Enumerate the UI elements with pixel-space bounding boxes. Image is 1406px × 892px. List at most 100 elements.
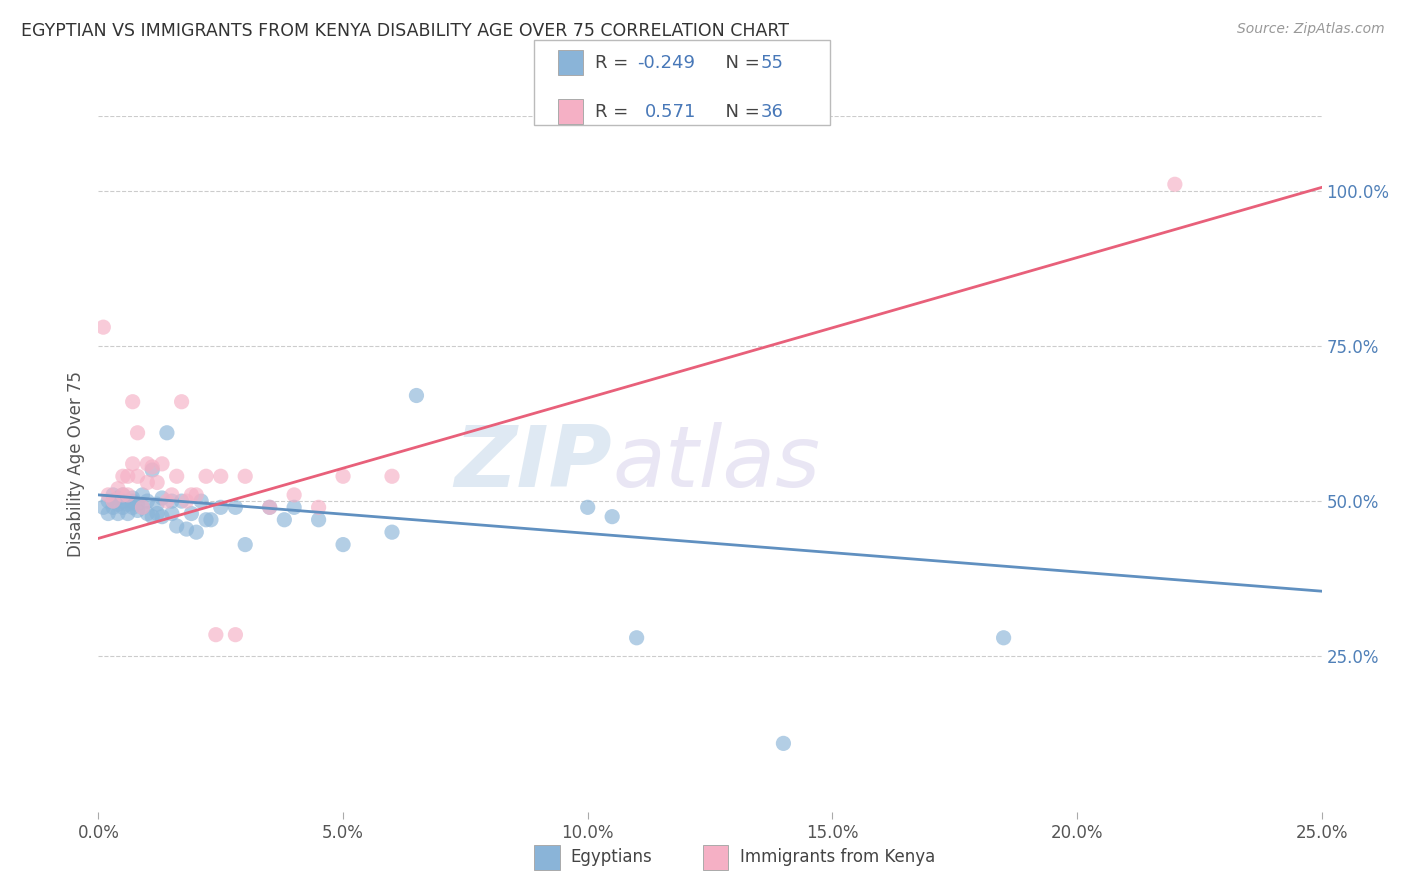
Point (111, 469, 134, 483)
Point (176, 494, 198, 508)
Point (224, 628, 246, 642)
Text: 55: 55 (761, 54, 783, 71)
Point (233, 469, 256, 483)
Point (121, 457, 143, 471)
Point (259, 500, 281, 515)
Point (200, 513, 222, 527)
Point (209, 500, 232, 515)
Point (91, 500, 114, 515)
Point (121, 494, 143, 508)
Point (381, 525, 404, 540)
Point (160, 494, 183, 508)
Point (233, 538, 256, 552)
Point (150, 509, 173, 524)
Point (111, 500, 134, 515)
Point (195, 513, 218, 527)
Point (136, 457, 159, 471)
Point (107, 497, 129, 511)
Point (121, 491, 143, 505)
Point (308, 513, 330, 527)
Text: N =: N = (714, 54, 766, 71)
Point (141, 463, 163, 477)
Point (146, 507, 169, 521)
Point (1164, 178, 1187, 192)
Point (97, 494, 120, 508)
Text: 0.571: 0.571 (645, 103, 697, 120)
Text: Egyptians: Egyptians (571, 848, 652, 866)
Point (166, 519, 188, 533)
Point (170, 394, 193, 409)
Point (308, 500, 330, 515)
Text: R =: R = (595, 103, 640, 120)
Point (131, 500, 153, 515)
Point (381, 469, 404, 483)
Point (156, 425, 179, 440)
Point (224, 500, 246, 515)
Text: -0.249: -0.249 (637, 54, 695, 71)
Point (166, 469, 188, 483)
Point (107, 491, 129, 505)
Point (156, 494, 179, 508)
Point (127, 503, 149, 517)
Point (160, 507, 183, 521)
Point (626, 631, 648, 645)
Point (160, 488, 183, 502)
Point (141, 459, 163, 474)
Point (283, 488, 305, 502)
Text: atlas: atlas (612, 422, 820, 506)
Text: Source: ZipAtlas.com: Source: ZipAtlas.com (1237, 22, 1385, 37)
Point (186, 525, 208, 540)
Point (186, 488, 208, 502)
Point (283, 500, 305, 515)
Point (107, 507, 129, 521)
Point (117, 507, 139, 521)
Point (180, 507, 202, 521)
Point (111, 494, 134, 508)
Point (576, 500, 599, 515)
Point (209, 469, 232, 483)
Point (136, 475, 159, 490)
Point (127, 469, 149, 483)
Point (121, 394, 143, 409)
Point (101, 494, 124, 508)
Point (600, 509, 623, 524)
Point (97, 507, 120, 521)
Point (772, 736, 794, 750)
Point (150, 457, 173, 471)
Point (993, 631, 1015, 645)
Point (259, 500, 281, 515)
Y-axis label: Disability Age Over 75: Disability Age Over 75 (66, 371, 84, 557)
Point (141, 509, 163, 524)
Point (205, 628, 228, 642)
Point (117, 469, 139, 483)
Point (111, 488, 134, 502)
Point (136, 494, 159, 508)
Point (195, 469, 218, 483)
Point (117, 488, 139, 502)
Point (127, 425, 149, 440)
Point (190, 494, 212, 508)
Point (131, 500, 153, 515)
Point (121, 500, 143, 515)
Point (107, 482, 129, 496)
Text: Immigrants from Kenya: Immigrants from Kenya (740, 848, 935, 866)
Point (405, 388, 427, 402)
Point (150, 491, 173, 505)
Point (146, 497, 169, 511)
Point (101, 500, 124, 515)
Point (332, 538, 354, 552)
Text: 36: 36 (761, 103, 783, 120)
Point (101, 488, 124, 502)
Point (180, 488, 202, 502)
Point (117, 497, 139, 511)
Point (131, 488, 153, 502)
Text: N =: N = (714, 103, 766, 120)
Point (332, 469, 354, 483)
Point (146, 475, 169, 490)
Point (136, 507, 159, 521)
Point (127, 497, 149, 511)
Point (111, 488, 134, 502)
Point (101, 494, 124, 508)
Point (176, 522, 198, 536)
Point (97, 488, 120, 502)
